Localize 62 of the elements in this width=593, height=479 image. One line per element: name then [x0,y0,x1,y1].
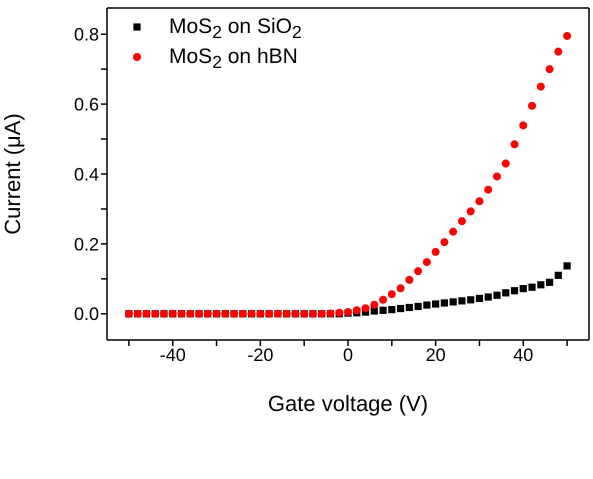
y-tick-label: 0.2 [74,234,99,254]
point [502,160,510,168]
point [388,306,396,314]
x-tick-label: 20 [426,344,446,365]
point [432,300,440,308]
x-tick-label: -40 [160,344,186,365]
point [546,278,554,286]
point [493,292,501,299]
point [510,287,518,294]
point [370,300,378,309]
point [432,248,440,256]
y-axis-title: Current (μA) [0,113,25,235]
point [449,228,458,236]
point [379,306,387,314]
point [528,102,536,110]
point [546,65,554,74]
point [466,207,475,216]
point [406,304,413,312]
point [422,258,431,266]
point [379,296,388,304]
x-tick-label: 0 [342,344,354,365]
point [405,276,414,284]
point [484,293,492,301]
text: 0.0 [74,304,99,324]
point [414,267,422,276]
point [440,299,448,307]
point [458,297,466,304]
y-tick-label: 0.6 [74,94,99,114]
point [467,296,474,304]
x-axis-title: Gate voltage (V) [268,391,428,416]
point [423,301,430,309]
point [414,302,422,310]
point [352,306,361,314]
point [519,121,528,130]
point [476,294,484,302]
point [458,217,466,226]
point [475,197,484,206]
point [510,140,519,148]
x-tick-label: -20 [247,344,274,365]
point [554,48,562,56]
y-tick-label: 0.8 [74,24,99,45]
point [396,284,405,292]
x-tick-label: 40 [513,344,534,365]
point [450,298,457,306]
point [440,238,448,246]
point [563,262,571,270]
legend-label: MoS$_{2}$ on SiO$_{2}$ [169,14,302,44]
point [536,82,545,91]
point [484,186,492,194]
point [520,285,527,292]
legend-label: MoS$_{2}$ on hBN [169,44,298,74]
point [492,172,501,180]
point [528,284,536,291]
point [537,281,544,288]
point [502,289,510,296]
point [563,32,572,40]
point [554,272,562,279]
y-tick-label: 0.4 [74,164,99,184]
point [370,307,378,315]
point [396,304,404,312]
point [362,304,370,312]
point [388,290,396,298]
